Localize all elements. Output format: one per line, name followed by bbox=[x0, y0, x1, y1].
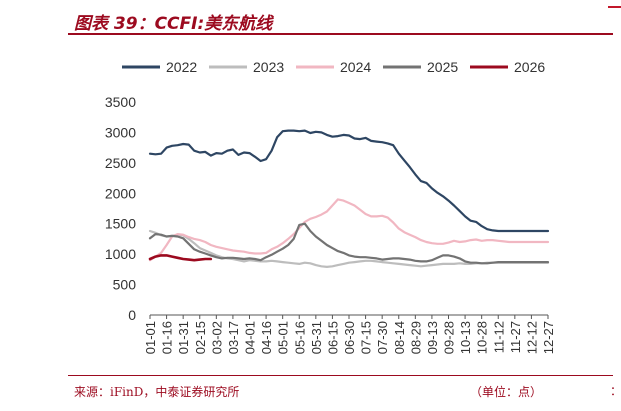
x-tick-label: 07-30 bbox=[375, 321, 390, 354]
legend-label-2026: 2026 bbox=[514, 59, 545, 75]
x-tick-label: 08-29 bbox=[408, 321, 423, 354]
y-tick-label: 2000 bbox=[105, 185, 136, 201]
source-note: 来源：iFinD，中泰证券研究所 bbox=[74, 385, 240, 399]
legend: 2022 2023 2024 2025 2026 bbox=[122, 59, 545, 75]
y-tick-label: 3000 bbox=[105, 124, 136, 140]
x-tick-label: 01-01 bbox=[143, 321, 158, 354]
x-tick-label: 04-16 bbox=[259, 321, 274, 354]
x-tick-label: 11-12 bbox=[491, 321, 506, 353]
x-tick-label: 03-17 bbox=[226, 321, 241, 354]
x-tick-label: 05-31 bbox=[309, 321, 324, 354]
x-tick-label: 06-30 bbox=[342, 321, 357, 354]
adjacent-page-rule bbox=[608, 6, 621, 8]
x-tick-label: 08-14 bbox=[392, 321, 407, 354]
x-tick-label: 10-28 bbox=[475, 321, 490, 354]
y-tick-label: 3500 bbox=[105, 94, 136, 110]
y-axis: 0 500 1000 1500 2000 2500 3000 3500 bbox=[105, 94, 136, 323]
x-tick-label: 05-01 bbox=[276, 321, 291, 354]
x-tick-label: 09-13 bbox=[425, 321, 440, 354]
adjacent-page-fragment: ： bbox=[610, 384, 621, 398]
x-tick-label: 05-16 bbox=[292, 321, 307, 354]
x-tick-label: 12-27 bbox=[541, 321, 556, 354]
series-line-2026 bbox=[148, 254, 213, 262]
chart-title: 图表 39：CCFI:美东航线 bbox=[74, 14, 273, 34]
unit-note: （单位：点） bbox=[470, 385, 543, 399]
title-rule bbox=[68, 33, 613, 35]
x-tick-label: 12-12 bbox=[524, 321, 539, 354]
x-tick-label: 11-27 bbox=[508, 321, 523, 353]
series-line-2023 bbox=[148, 229, 550, 268]
footer-rule bbox=[68, 375, 613, 376]
legend-label-2024: 2024 bbox=[340, 59, 371, 75]
x-tick-label: 03-02 bbox=[209, 321, 224, 354]
y-tick-label: 500 bbox=[113, 277, 137, 293]
y-tick-label: 0 bbox=[128, 307, 136, 323]
x-tick-label: 01-31 bbox=[176, 321, 191, 354]
x-tick-label: 10-13 bbox=[458, 321, 473, 354]
legend-label-2023: 2023 bbox=[253, 59, 284, 75]
x-tick-label: 04-01 bbox=[243, 321, 258, 354]
x-tick-label: 06-15 bbox=[325, 321, 340, 354]
y-tick-label: 1000 bbox=[105, 246, 136, 262]
legend-label-2025: 2025 bbox=[427, 59, 458, 75]
x-tick-label: 01-16 bbox=[160, 321, 175, 354]
legend-label-2022: 2022 bbox=[166, 59, 197, 75]
x-tick-label: 09-28 bbox=[442, 321, 457, 354]
x-tick-label: 07-15 bbox=[359, 321, 374, 354]
series-line-2024 bbox=[148, 198, 550, 262]
series-line-2022 bbox=[148, 129, 550, 233]
series-line-2025 bbox=[148, 222, 550, 265]
x-axis: 01-01 01-16 01-31 02-15 03-02 03-17 04-01 04-16… bbox=[143, 314, 556, 354]
y-tick-label: 2500 bbox=[105, 155, 136, 171]
series-group bbox=[148, 129, 550, 268]
y-tick-label: 1500 bbox=[105, 216, 136, 232]
x-tick-label: 02-15 bbox=[193, 321, 208, 354]
